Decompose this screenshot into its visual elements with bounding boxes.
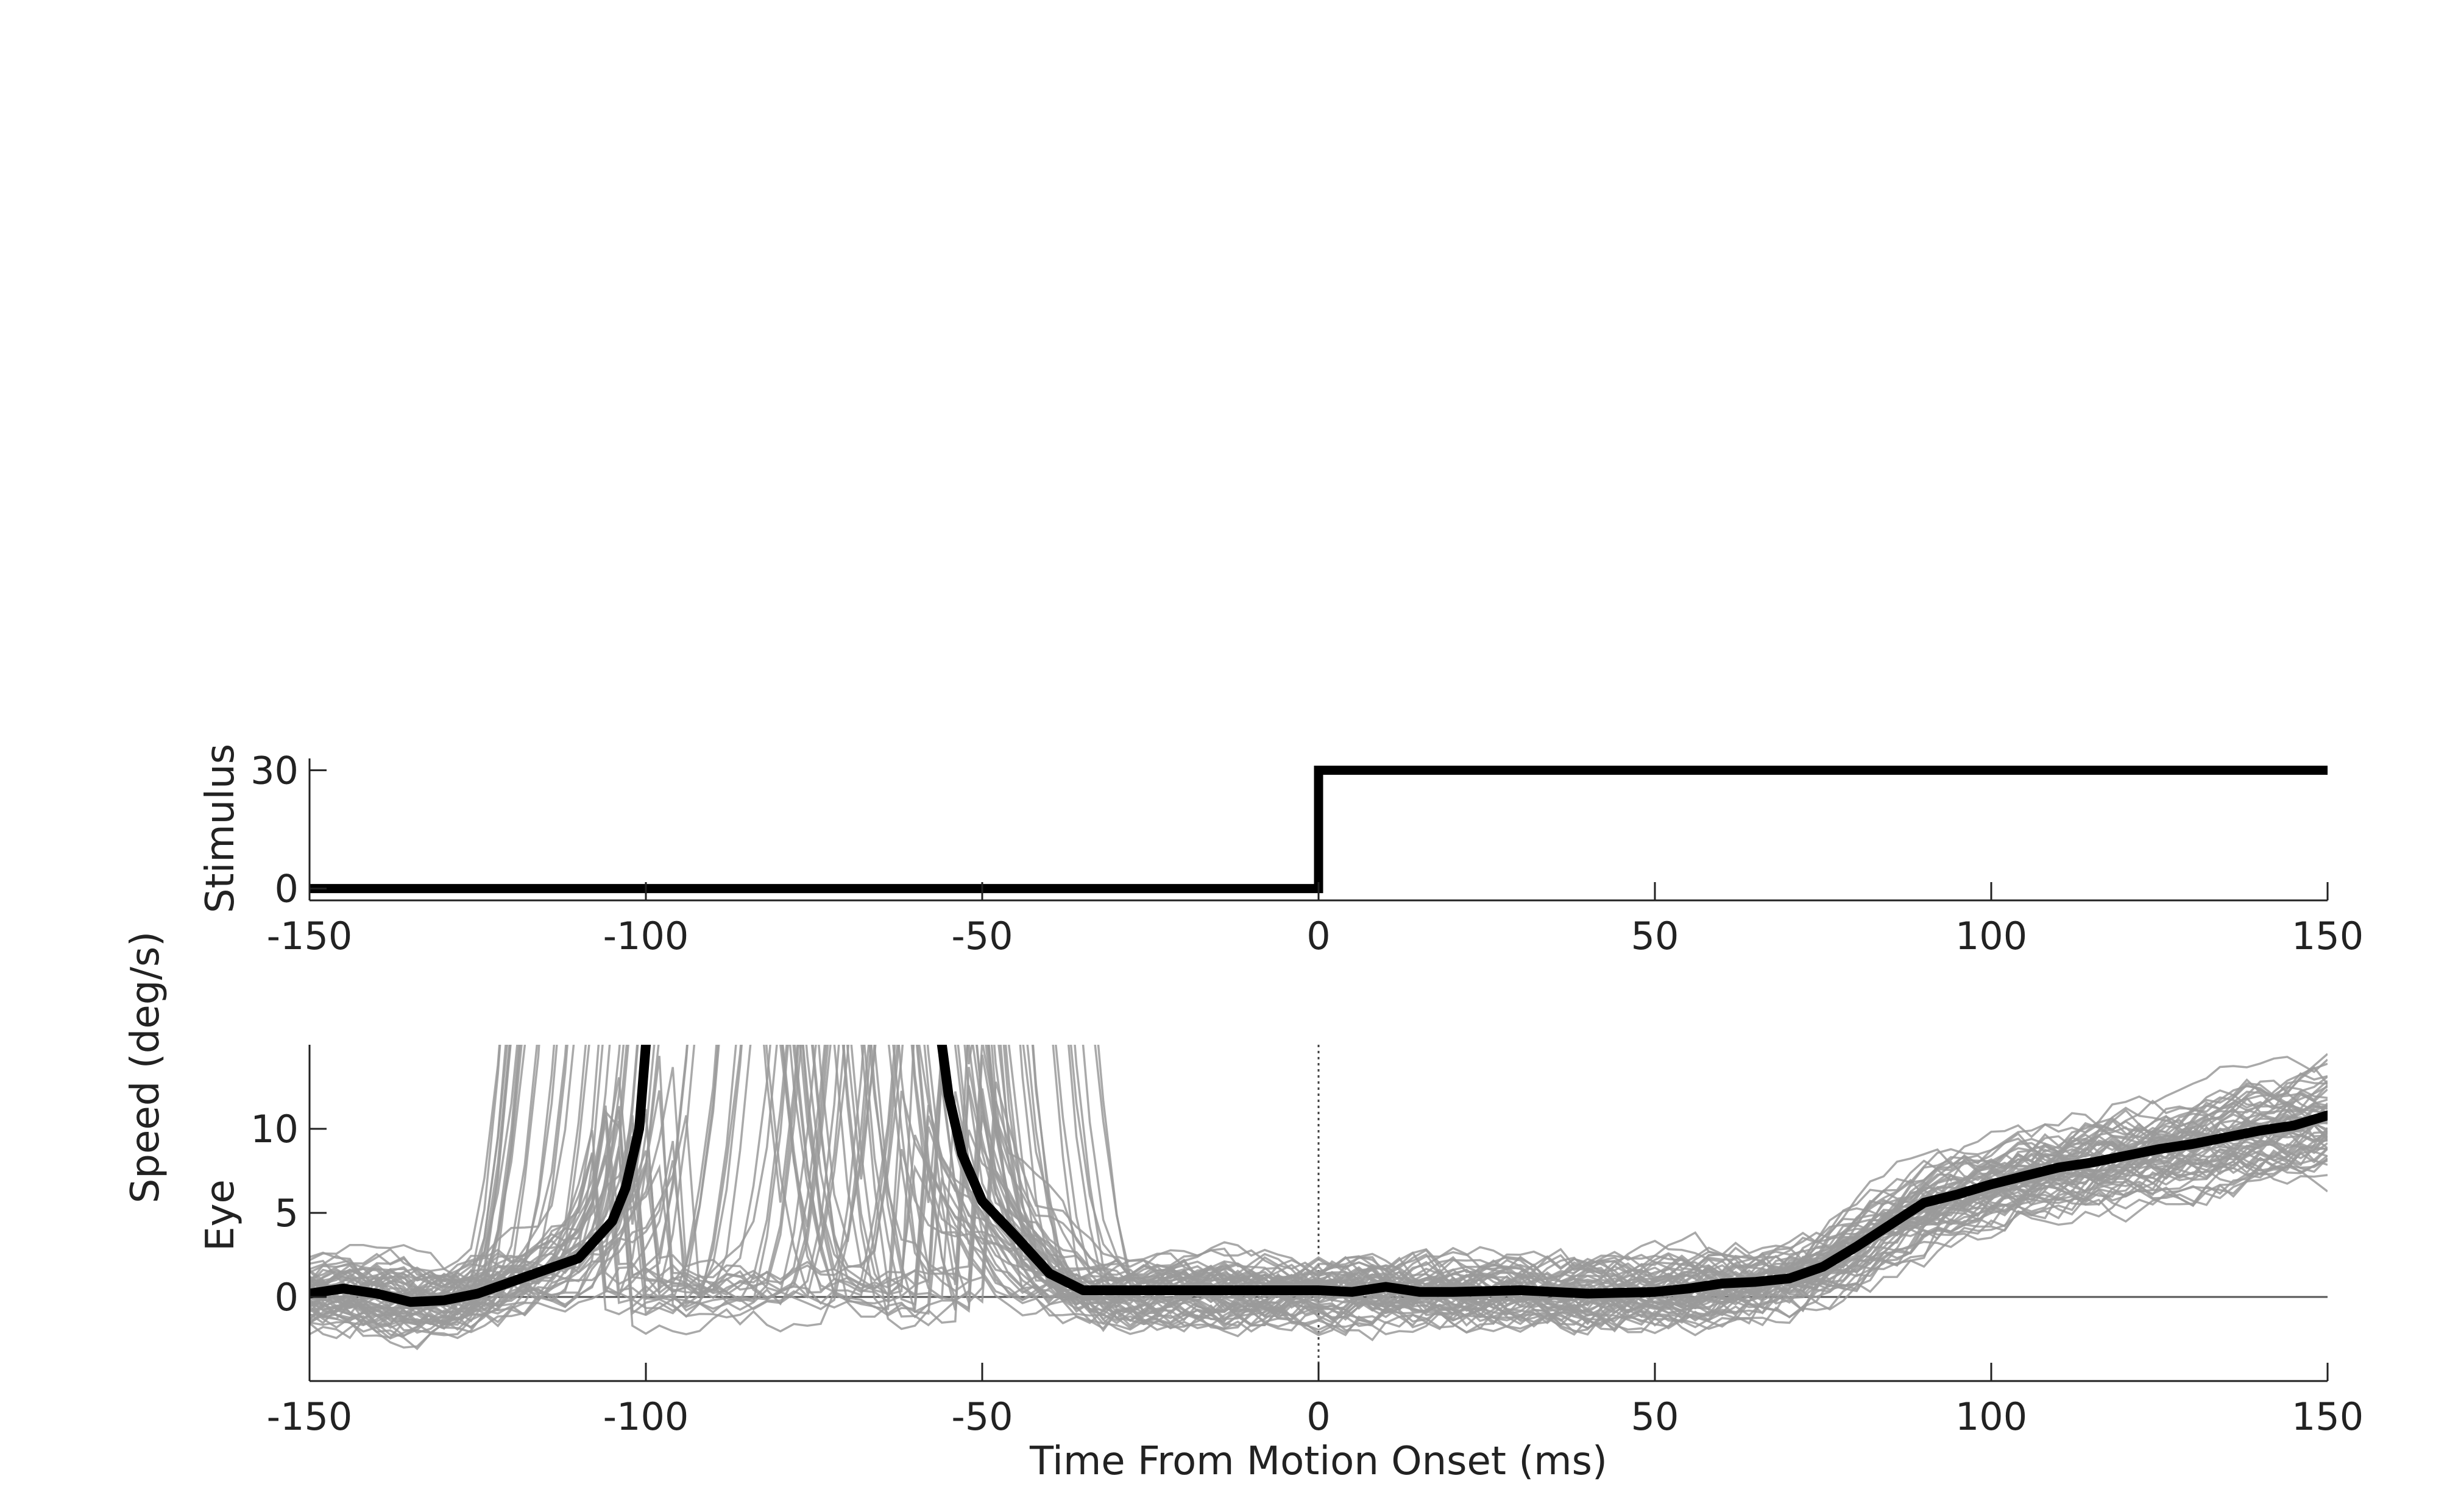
stimulus-x-tick-label: -100 [603,914,689,958]
eye-y-tick-label: 10 [250,1107,299,1151]
stimulus-x-tick-label: 150 [2292,914,2364,958]
eye-panel: -150 -100 -50 0 50 100 150 0 5 10 Eye Speed (deg/… [123,931,2364,1484]
eye-x-tick-label: 0 [1306,1394,1330,1439]
trial-trace [310,1045,2328,1299]
stimulus-axis-label: Stimulus [198,744,243,913]
stimulus-y-tick-label: 0 [275,867,299,911]
stimulus-series-line [310,765,2328,894]
mean-eye-speed-line [310,1045,2328,1307]
trial-trace [310,1045,2328,1301]
x-axis-label: Time From Motion Onset (ms) [1029,1439,1607,1484]
eye-y-tick-label: 5 [275,1191,299,1235]
stimulus-plot-area [310,765,2328,894]
stimulus-panel: -150 -100 -50 0 50 100 150 0 30 Stimulus [198,744,2364,958]
speed-axis-label: Speed (deg/s) [123,931,168,1203]
trial-trace [310,1045,2328,1330]
eye-y-tick-label: 0 [275,1275,299,1319]
eye-x-tick-label: 100 [1955,1394,2027,1439]
eye-x-tick-label: 150 [2292,1394,2364,1439]
eye-axes: -150 -100 -50 0 50 100 150 0 5 10 [250,1045,2364,1439]
eye-x-tick-label: 50 [1631,1394,1679,1439]
stimulus-x-tick-label: 50 [1631,914,1679,958]
stimulus-x-tick-label: -150 [267,914,353,958]
eye-x-tick-label: -100 [603,1394,689,1439]
eye-x-tick-label: -50 [951,1394,1013,1439]
stimulus-x-tick-label: 100 [1955,914,2027,958]
stimulus-y-tick-label: 30 [250,748,299,793]
stimulus-x-tick-label: -50 [951,914,1013,958]
eye-plot-area [310,1045,2328,1381]
eye-axis-label: Eye [198,1179,243,1251]
eye-x-tick-label: -150 [267,1394,353,1439]
stimulus-x-tick-label: 0 [1306,914,1330,958]
stimulus-axes: -150 -100 -50 0 50 100 150 0 30 [250,748,2364,958]
